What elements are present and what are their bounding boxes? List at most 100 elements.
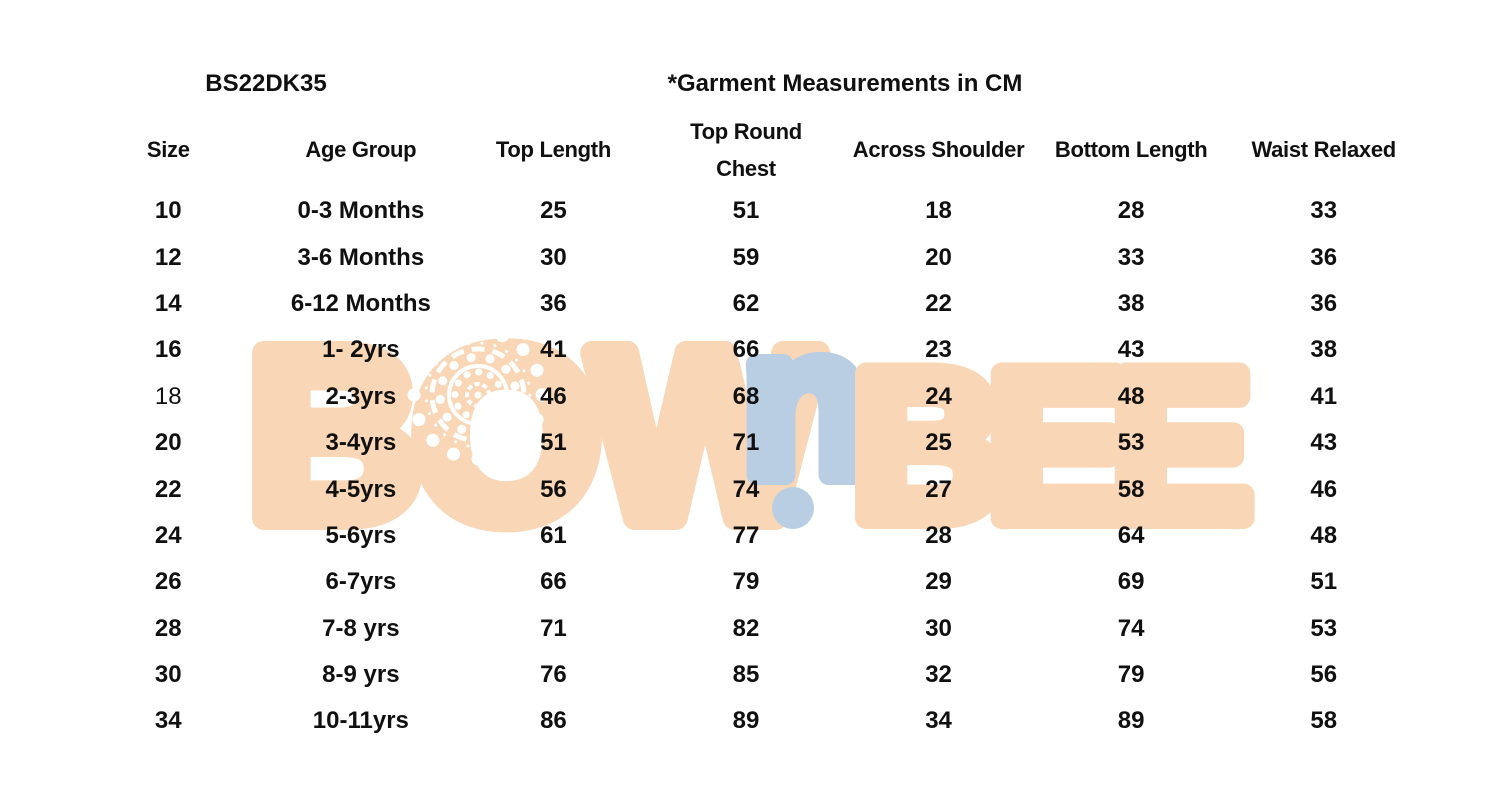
cell-waist-relaxed: 36 xyxy=(1310,289,1338,317)
cell-age-group: 3-4yrs xyxy=(325,429,397,457)
cell-top-round-chest: 68 xyxy=(732,382,760,410)
cell-top-round-chest: 85 xyxy=(732,661,760,689)
cell-top-length: 86 xyxy=(540,707,567,735)
cell-top-round-chest: 62 xyxy=(732,289,760,317)
cell-top-length: 76 xyxy=(540,661,567,689)
watermark-letter-n: n xyxy=(742,285,870,520)
cell-top-length: 51 xyxy=(540,429,567,457)
cell-top-round-chest: 77 xyxy=(732,521,760,549)
cell-top-round-chest: 71 xyxy=(732,429,760,457)
cell-across-shoulder: 24 xyxy=(925,382,952,410)
cell-bottom-length: 74 xyxy=(1117,614,1145,642)
column-header-size: Size xyxy=(72,112,265,188)
cell-age-group: 8-9 yrs xyxy=(322,661,400,689)
mandala-ornament xyxy=(407,324,549,466)
cell-bottom-length: 33 xyxy=(1117,243,1145,271)
cell-across-shoulder: 23 xyxy=(925,336,952,364)
cell-top-length: 56 xyxy=(540,475,567,503)
cell-across-shoulder: 22 xyxy=(925,289,952,317)
column-header-label: Waist Relaxed xyxy=(1251,137,1396,163)
cell-top-round-chest: 51 xyxy=(732,197,760,225)
cell-size: 18 xyxy=(154,382,182,410)
column-header-top-round-chest: Top Round Chest xyxy=(650,112,843,188)
cell-size: 14 xyxy=(154,289,182,317)
cell-top-length: 36 xyxy=(540,289,567,317)
n-dot xyxy=(772,487,814,529)
cell-top-round-chest: 82 xyxy=(732,614,760,642)
cell-across-shoulder: 29 xyxy=(925,568,952,596)
watermark-text-bee: BEE xyxy=(852,328,1244,563)
cell-top-round-chest: 59 xyxy=(732,243,760,271)
column-header-label: Top Length xyxy=(495,137,611,163)
cell-size: 28 xyxy=(154,614,182,642)
cell-bottom-length: 53 xyxy=(1117,429,1145,457)
cell-top-length: 66 xyxy=(540,568,567,596)
cell-waist-relaxed: 56 xyxy=(1310,661,1338,689)
cell-size: 22 xyxy=(154,475,182,503)
cell-waist-relaxed: 36 xyxy=(1310,243,1338,271)
cell-top-round-chest: 89 xyxy=(732,707,760,735)
cell-size: 20 xyxy=(154,429,182,457)
cell-age-group: 3-6 Months xyxy=(297,243,425,271)
cell-bottom-length: 79 xyxy=(1117,661,1145,689)
cell-size: 26 xyxy=(154,568,182,596)
cell-bottom-length: 58 xyxy=(1117,475,1145,503)
cell-age-group: 6-7yrs xyxy=(325,568,397,596)
cell-size: 30 xyxy=(154,661,182,689)
cell-top-round-chest: 79 xyxy=(732,568,760,596)
column-header-across-shoulder: Across Shoulder xyxy=(842,112,1035,188)
column-header-label: Age Group xyxy=(305,137,417,163)
cell-size: 16 xyxy=(154,336,182,364)
cell-waist-relaxed: 33 xyxy=(1310,197,1338,225)
cell-across-shoulder: 32 xyxy=(925,661,952,689)
cell-age-group: 10-11yrs xyxy=(312,707,409,735)
cell-top-length: 46 xyxy=(540,382,567,410)
cell-across-shoulder: 18 xyxy=(925,197,952,225)
cell-size: 12 xyxy=(154,243,182,271)
column-header-age-group: Age Group xyxy=(265,112,458,188)
cell-bottom-length: 89 xyxy=(1117,707,1145,735)
cell-bottom-length: 43 xyxy=(1117,336,1145,364)
cell-age-group: 0-3 Months xyxy=(297,197,425,225)
cell-bottom-length: 38 xyxy=(1117,289,1145,317)
cell-age-group: 1- 2yrs xyxy=(322,336,400,364)
cell-bottom-length: 48 xyxy=(1117,382,1145,410)
cell-waist-relaxed: 53 xyxy=(1310,614,1338,642)
cell-waist-relaxed: 43 xyxy=(1310,429,1338,457)
cell-top-length: 30 xyxy=(540,243,567,271)
column-header-label: Bottom Length xyxy=(1054,137,1208,163)
cell-top-round-chest: 66 xyxy=(732,336,760,364)
cell-across-shoulder: 30 xyxy=(925,614,952,642)
cell-bottom-length: 64 xyxy=(1117,521,1145,549)
cell-across-shoulder: 34 xyxy=(925,707,952,735)
cell-across-shoulder: 27 xyxy=(925,475,952,503)
column-header-bottom-length: Bottom Length xyxy=(1035,112,1228,188)
cell-waist-relaxed: 38 xyxy=(1310,336,1338,364)
cell-bottom-length: 69 xyxy=(1117,568,1145,596)
column-header-label: Across Shoulder xyxy=(852,137,1025,163)
cell-waist-relaxed: 51 xyxy=(1310,568,1338,596)
cell-top-length: 25 xyxy=(540,197,567,225)
column-header-label: Top Round Chest xyxy=(690,118,802,181)
cell-age-group: 5-6yrs xyxy=(325,521,397,549)
cell-waist-relaxed: 58 xyxy=(1310,707,1338,735)
cell-bottom-length: 28 xyxy=(1117,197,1145,225)
style-code: BS22DK35 xyxy=(205,70,327,97)
cell-top-length: 41 xyxy=(540,336,567,364)
column-header-label: Size xyxy=(146,137,190,163)
cell-waist-relaxed: 48 xyxy=(1310,521,1338,549)
cell-waist-relaxed: 46 xyxy=(1310,475,1338,503)
cell-size: 10 xyxy=(154,197,182,225)
cell-size: 24 xyxy=(154,521,182,549)
cell-size: 34 xyxy=(154,707,182,735)
cell-across-shoulder: 20 xyxy=(925,243,952,271)
cell-top-length: 71 xyxy=(540,614,567,642)
cell-across-shoulder: 28 xyxy=(925,521,952,549)
cell-top-round-chest: 74 xyxy=(732,475,760,503)
column-header-waist-relaxed: Waist Relaxed xyxy=(1227,112,1420,188)
cell-age-group: 7-8 yrs xyxy=(322,614,400,642)
cell-waist-relaxed: 41 xyxy=(1310,382,1338,410)
